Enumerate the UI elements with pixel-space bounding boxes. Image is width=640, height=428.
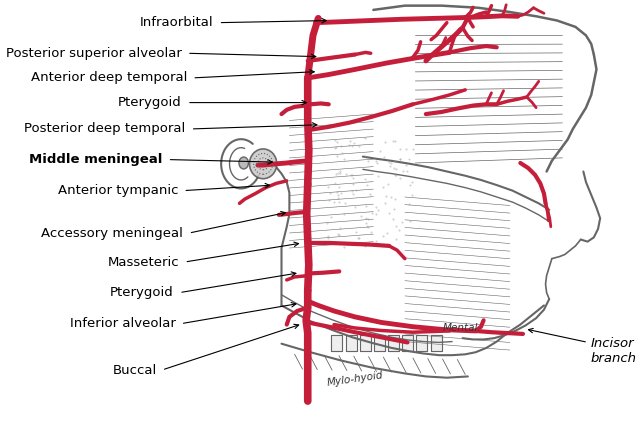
Text: Buccal: Buccal [112,363,157,377]
Text: Posterior deep temporal: Posterior deep temporal [24,122,186,135]
Text: Accessory meningeal: Accessory meningeal [42,227,183,240]
Text: Pterygoid: Pterygoid [110,286,174,299]
Text: Mylo-hyoid: Mylo-hyoid [326,370,384,388]
Text: Posterior superior alveolar: Posterior superior alveolar [6,47,182,60]
Text: Anterior tympanic: Anterior tympanic [58,184,178,197]
Text: Infraorbital: Infraorbital [140,16,213,29]
Text: Anterior deep temporal: Anterior deep temporal [31,71,187,84]
Text: Inferior alveolar: Inferior alveolar [70,317,175,330]
Text: Masseteric: Masseteric [108,256,179,268]
Text: Pterygoid: Pterygoid [118,96,182,109]
Text: Mental.: Mental. [442,323,481,333]
Text: Incisor
branch: Incisor branch [591,337,637,365]
Ellipse shape [239,157,248,169]
Text: Middle meningeal: Middle meningeal [29,153,163,166]
Ellipse shape [250,149,276,179]
